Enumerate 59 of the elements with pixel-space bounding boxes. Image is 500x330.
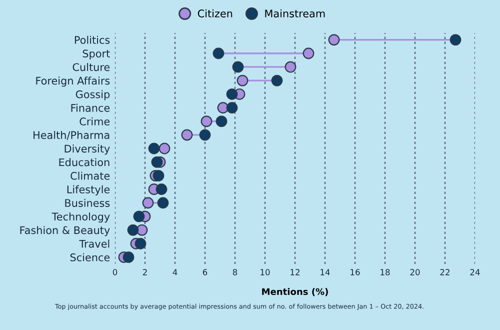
point [226,102,238,114]
point [450,34,462,46]
y-tick-label: Science [70,253,110,262]
point [152,170,164,182]
y-tick-label: Foreign Affairs [36,76,110,87]
y-tick-label: Business [65,198,110,207]
point [122,252,134,263]
y-tick-label: Health/Pharma [34,130,110,140]
x-tick-label: 10 [260,269,270,276]
y-tick-label: Climate [70,172,110,180]
legend-label: Citizen [198,9,232,18]
point [148,142,160,154]
y-tick-label: Politics [74,36,110,44]
point [226,88,238,100]
y-tick-label: Fashion & Beauty [20,226,110,236]
x-tick-label: 6 [202,269,208,276]
x-tick-label: 8 [232,269,238,276]
x-tick-label: 20 [410,269,420,276]
point [158,142,170,154]
point [199,129,211,141]
point [134,238,146,250]
point [212,48,224,60]
point [216,116,228,128]
y-tick-label: Technology [52,212,110,223]
point [284,61,296,73]
y-tick-label: Crime [80,117,110,126]
point [328,34,340,46]
x-tick-label: 4 [172,269,178,276]
point [142,197,154,209]
point [151,156,163,168]
point [133,210,145,222]
y-tick-label: Sport [82,50,110,60]
x-tick-label: 2 [142,269,147,276]
x-tick-label: 24 [470,269,480,276]
x-tick-label: 0 [112,269,118,276]
y-tick-label: Travel [79,240,110,248]
point [181,129,193,141]
point [271,74,283,86]
x-tick-label: 16 [350,269,360,276]
point [232,61,244,73]
y-tick-label: Diversity [64,144,110,155]
y-tick-label: Education [59,158,110,166]
x-axis-title: Mentions (%) [262,288,328,296]
x-tick-label: 18 [380,269,390,276]
point [217,102,229,114]
point [302,48,314,60]
point [236,74,248,86]
x-tick-label: 14 [320,269,330,276]
point [127,224,139,236]
y-tick-label: Lifestyle [67,185,110,196]
y-tick-label: Culture [72,63,110,72]
point [200,116,212,128]
point [156,184,168,195]
x-tick-label: 22 [440,269,450,276]
point [157,197,169,209]
y-tick-label: Finance [71,104,110,112]
x-tick-label: 12 [290,269,300,276]
legend-label: Mainstream [265,9,325,18]
y-tick-label: Gossip [76,90,110,100]
